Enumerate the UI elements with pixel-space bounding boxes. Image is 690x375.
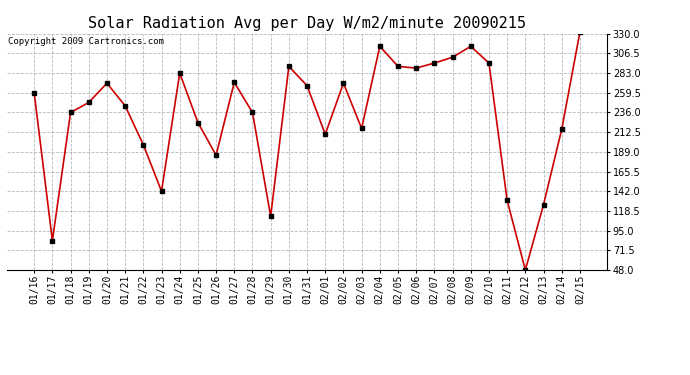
Text: Copyright 2009 Cartronics.com: Copyright 2009 Cartronics.com [8,37,164,46]
Title: Solar Radiation Avg per Day W/m2/minute 20090215: Solar Radiation Avg per Day W/m2/minute … [88,16,526,31]
